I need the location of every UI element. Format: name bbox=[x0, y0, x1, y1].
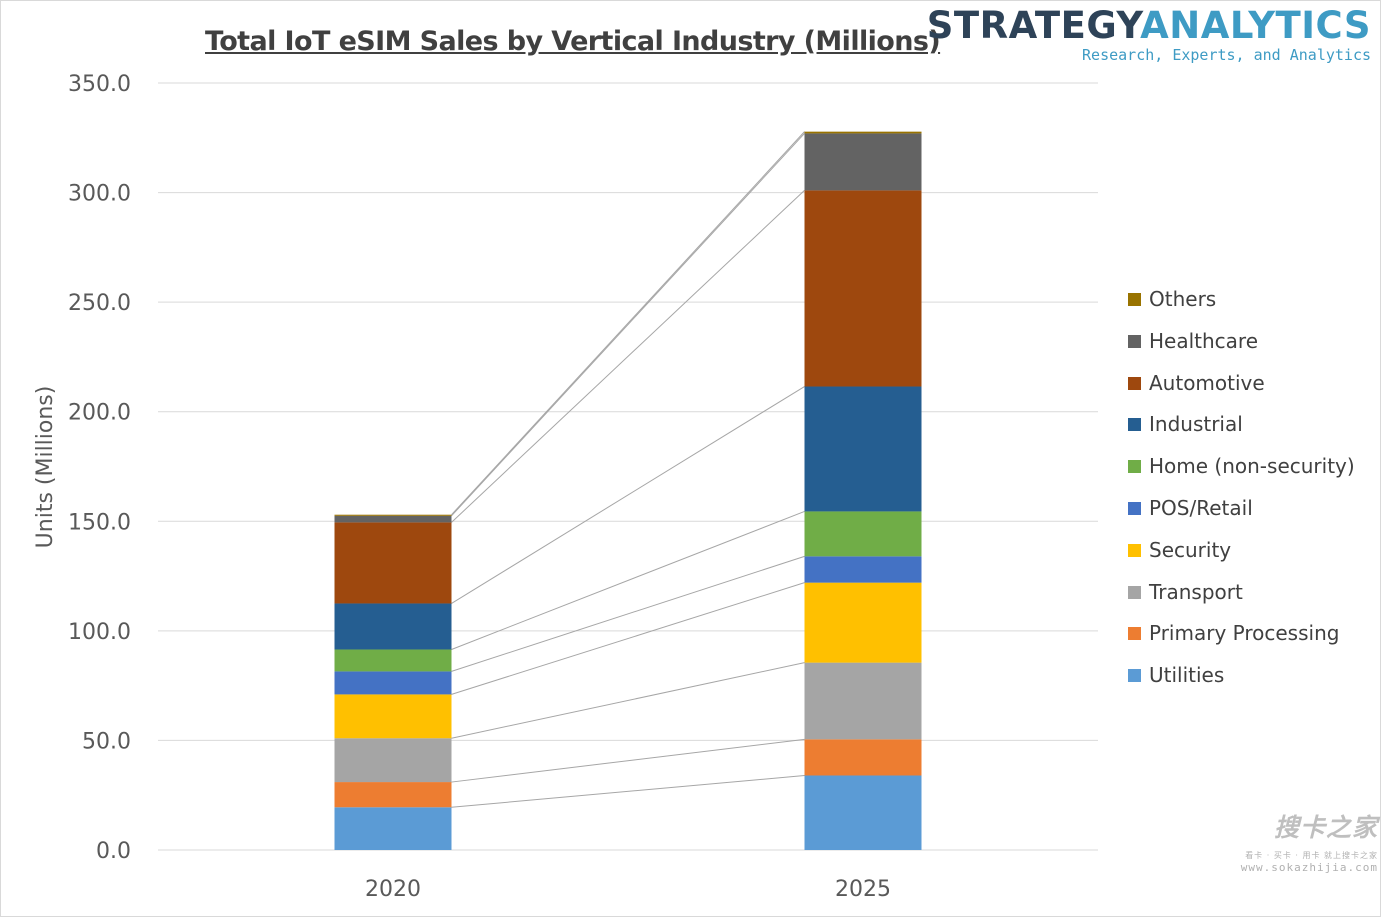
legend-swatch bbox=[1128, 334, 1141, 348]
x-tick-label: 2025 bbox=[835, 877, 891, 902]
y-axis-label: Units (Millions) bbox=[33, 386, 58, 549]
chart-title: Total IoT eSIM Sales by Vertical Industr… bbox=[205, 26, 941, 57]
bar-segment bbox=[334, 522, 452, 604]
legend-label: Home (non-security) bbox=[1149, 454, 1355, 479]
strategy-analytics-logo: STRATEGYANALYTICS Research, Experts, and… bbox=[927, 4, 1371, 64]
bar-segment bbox=[334, 671, 452, 695]
bar-segment bbox=[334, 515, 452, 523]
series-line bbox=[451, 662, 805, 739]
legend-swatch bbox=[1128, 627, 1141, 641]
bar-segment bbox=[804, 775, 922, 850]
legend-swatch bbox=[1128, 293, 1141, 306]
watermark-url: www.sokazhijia.com bbox=[1240, 861, 1378, 874]
watermark-tagline: 看卡 · 买卡 · 用卡 就上搜卡之家 bbox=[1245, 851, 1378, 860]
logo-word-strategy: STRATEGY bbox=[926, 4, 1141, 47]
bar-segment bbox=[804, 556, 922, 583]
series-line bbox=[451, 131, 805, 516]
series-line bbox=[451, 582, 805, 695]
legend-swatch bbox=[1128, 501, 1141, 515]
bar-segment bbox=[804, 582, 922, 663]
y-axis-ticks: 0.0 50.0 100.0 150.0 200.0 250.0 300.0 350.0 bbox=[68, 72, 131, 864]
y-tick-label: 200.0 bbox=[68, 401, 131, 426]
y-tick-label: 0.0 bbox=[96, 839, 131, 864]
legend-swatch bbox=[1128, 585, 1141, 599]
legend-label: Transport bbox=[1149, 579, 1243, 604]
logo-word-analytics: ANALYTICS bbox=[1140, 4, 1371, 47]
bar-segment bbox=[804, 511, 922, 557]
gridlines bbox=[158, 82, 1098, 851]
legend-swatch bbox=[1128, 669, 1141, 683]
legend-swatch bbox=[1128, 376, 1141, 390]
bar-segment bbox=[804, 739, 922, 776]
bar-segment bbox=[804, 386, 922, 512]
watermark-logo: 搜卡之家 bbox=[1273, 813, 1378, 842]
bar-segment bbox=[804, 133, 922, 191]
series-line bbox=[451, 386, 805, 604]
series-line bbox=[451, 738, 805, 783]
bar-segment bbox=[334, 738, 452, 783]
legend-label: Utilities bbox=[1149, 663, 1225, 688]
legend-swatch bbox=[1128, 418, 1141, 432]
series-line bbox=[451, 555, 805, 672]
y-tick-label: 150.0 bbox=[68, 510, 131, 535]
x-tick-label: 2020 bbox=[365, 877, 421, 902]
x-axis-ticks: 2020 2025 bbox=[365, 877, 891, 902]
bar-segment bbox=[804, 662, 922, 740]
legend-label: Primary Processing bbox=[1149, 621, 1340, 646]
legend-label: Industrial bbox=[1149, 412, 1243, 437]
legend-swatch bbox=[1128, 460, 1141, 474]
y-tick-label: 300.0 bbox=[68, 182, 131, 207]
bar-segment bbox=[334, 782, 452, 808]
legend-label: Security bbox=[1149, 537, 1232, 562]
bar-segment bbox=[334, 649, 452, 672]
series-line bbox=[451, 190, 805, 523]
y-tick-label: 100.0 bbox=[68, 620, 131, 645]
bars bbox=[334, 131, 922, 850]
legend-label: Automotive bbox=[1149, 370, 1265, 395]
series-line bbox=[451, 510, 805, 650]
bar-segment bbox=[334, 514, 452, 516]
legend-label: Others bbox=[1149, 287, 1217, 311]
legend-label: Healthcare bbox=[1149, 328, 1259, 353]
bar-segment bbox=[334, 807, 452, 850]
legend-swatch bbox=[1128, 543, 1141, 557]
y-tick-label: 50.0 bbox=[82, 729, 131, 754]
y-tick-label: 250.0 bbox=[68, 291, 131, 316]
bar-segment bbox=[334, 694, 452, 739]
bar-segment bbox=[334, 603, 452, 650]
legend-label: POS/Retail bbox=[1149, 495, 1253, 520]
series-line bbox=[451, 133, 805, 517]
series-line bbox=[451, 774, 805, 808]
bar-segment bbox=[804, 131, 922, 134]
y-tick-label: 350.0 bbox=[68, 72, 131, 97]
logo-tagline: Research, Experts, and Analytics bbox=[1082, 46, 1371, 64]
bar-segment bbox=[804, 190, 922, 387]
series-lines bbox=[451, 131, 805, 808]
watermark: 搜卡之家 看卡 · 买卡 · 用卡 就上搜卡之家 www.sokazhijia.… bbox=[1228, 808, 1378, 874]
